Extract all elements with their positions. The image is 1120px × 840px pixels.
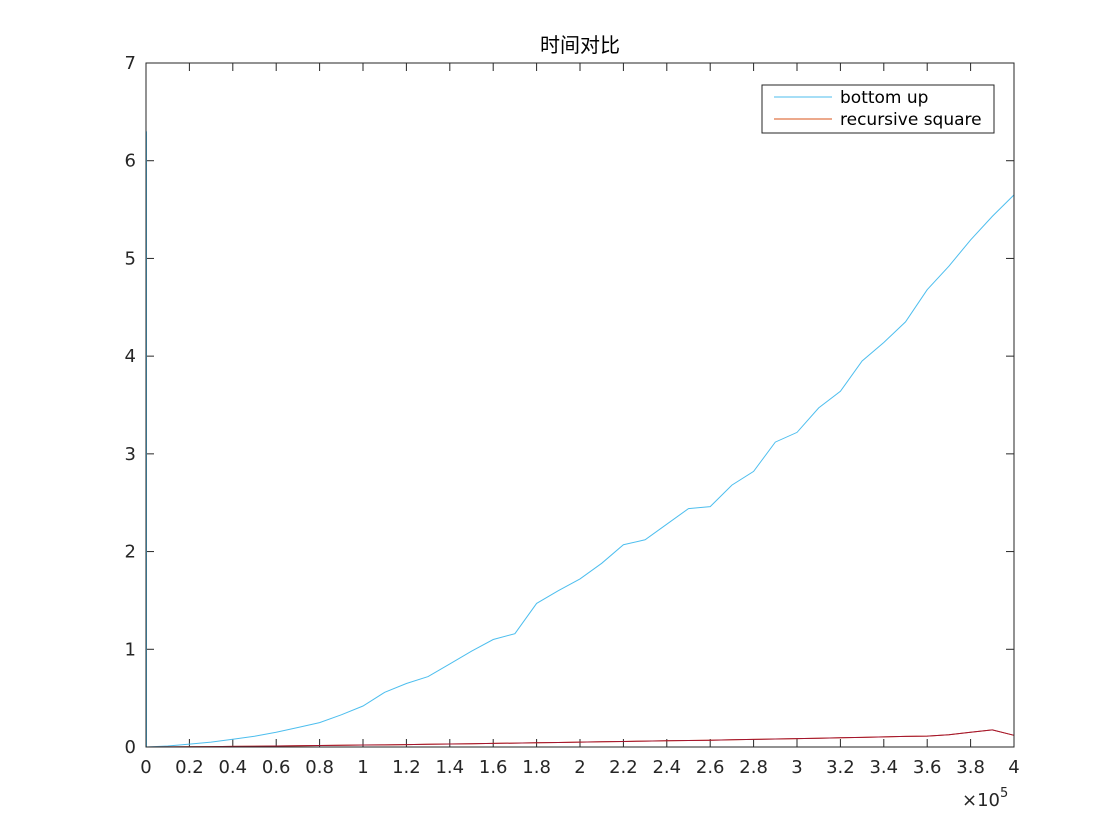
- series-line-overlay: [145, 729, 1015, 748]
- series-line-bottom-up: [145, 194, 1015, 748]
- legend: bottom up recursive square: [761, 84, 995, 134]
- legend-label-bottom-up: bottom up: [840, 88, 928, 108]
- x-tick-label: 2.2: [609, 757, 638, 778]
- x-tick-label: 1.8: [522, 757, 551, 778]
- x-exponent-label: ×105: [962, 786, 1008, 811]
- x-tick-label: 4: [1008, 757, 1019, 778]
- chart-title: 时间对比: [540, 33, 620, 57]
- x-tick-label: 1: [357, 757, 368, 778]
- y-tick-label: 3: [125, 444, 136, 465]
- y-tick-label: 1: [125, 639, 136, 660]
- x-tick-label: 3.6: [913, 757, 942, 778]
- y-tick-label: 0: [125, 737, 136, 758]
- y-tick-label: 7: [125, 53, 136, 74]
- y-tick-label: 6: [125, 151, 136, 172]
- x-tick-label: 2.4: [652, 757, 681, 778]
- x-tick-label: 2: [574, 757, 585, 778]
- x-tick-label: 3: [791, 757, 802, 778]
- legend-label-recursive-square: recursive square: [840, 110, 982, 130]
- x-tick-label: 0.2: [175, 757, 204, 778]
- x-axis: 0 0.2 0.4 0.6 0.8 1 1.2 1.4 1.6 1.8 2 2.2 2.4 2.6 2.8 3…: [140, 63, 1020, 778]
- y-tick-label: 2: [125, 542, 136, 563]
- legend-box: [761, 84, 995, 134]
- x-tick-label: 1.2: [392, 757, 421, 778]
- y-tick-label: 5: [125, 248, 136, 269]
- plot-frame: [145, 62, 1015, 748]
- x-tick-label: 3.4: [869, 757, 898, 778]
- x-tick-label: 3.8: [956, 757, 985, 778]
- x-tick-label: 0: [140, 757, 151, 778]
- y-axis: 0 1 2 3 4 5 6 7: [125, 53, 1014, 758]
- x-tick-label: 2.6: [696, 757, 725, 778]
- x-tick-label: 0.8: [305, 757, 334, 778]
- x-tick-label: 1.6: [479, 757, 508, 778]
- x-tick-label: 0.6: [262, 757, 291, 778]
- x-tick-label: 0.4: [218, 757, 247, 778]
- x-exponent-power: 5: [1000, 786, 1008, 801]
- y-tick-label: 4: [125, 346, 136, 367]
- x-tick-label: 3.2: [826, 757, 855, 778]
- x-tick-label: 2.8: [739, 757, 768, 778]
- plot-area: [146, 63, 1014, 747]
- x-tick-label: 1.4: [435, 757, 464, 778]
